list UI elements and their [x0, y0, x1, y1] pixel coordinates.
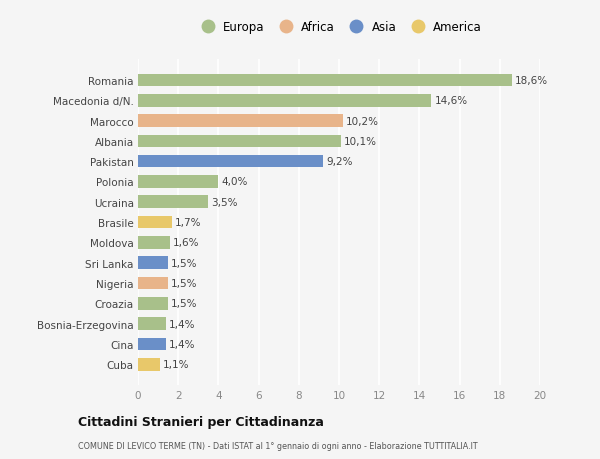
Bar: [138, 277, 168, 290]
Text: 14,6%: 14,6%: [434, 96, 467, 106]
Text: 1,4%: 1,4%: [169, 319, 196, 329]
Bar: [138, 74, 512, 87]
Legend: Europa, Africa, Asia, America: Europa, Africa, Asia, America: [191, 17, 487, 39]
Bar: [138, 196, 208, 209]
Text: 4,0%: 4,0%: [221, 177, 248, 187]
Text: Cittadini Stranieri per Cittadinanza: Cittadini Stranieri per Cittadinanza: [78, 415, 324, 428]
Text: 1,5%: 1,5%: [171, 299, 197, 308]
Text: COMUNE DI LEVICO TERME (TN) - Dati ISTAT al 1° gennaio di ogni anno - Elaborazio: COMUNE DI LEVICO TERME (TN) - Dati ISTAT…: [78, 441, 478, 450]
Text: 1,6%: 1,6%: [173, 238, 200, 248]
Text: 1,5%: 1,5%: [171, 279, 197, 288]
Bar: [138, 236, 170, 249]
Text: 18,6%: 18,6%: [515, 76, 548, 86]
Text: 1,5%: 1,5%: [171, 258, 197, 268]
Bar: [138, 135, 341, 148]
Text: 9,2%: 9,2%: [326, 157, 352, 167]
Bar: [138, 176, 218, 188]
Text: 1,4%: 1,4%: [169, 339, 196, 349]
Bar: [138, 95, 431, 107]
Bar: [138, 115, 343, 128]
Bar: [138, 216, 172, 229]
Bar: [138, 297, 168, 310]
Bar: [138, 156, 323, 168]
Bar: [138, 257, 168, 269]
Text: 10,2%: 10,2%: [346, 116, 379, 126]
Bar: [138, 318, 166, 330]
Bar: [138, 338, 166, 351]
Text: 3,5%: 3,5%: [211, 197, 238, 207]
Text: 1,1%: 1,1%: [163, 359, 190, 369]
Text: 1,7%: 1,7%: [175, 218, 202, 228]
Text: 10,1%: 10,1%: [344, 137, 377, 146]
Bar: [138, 358, 160, 371]
